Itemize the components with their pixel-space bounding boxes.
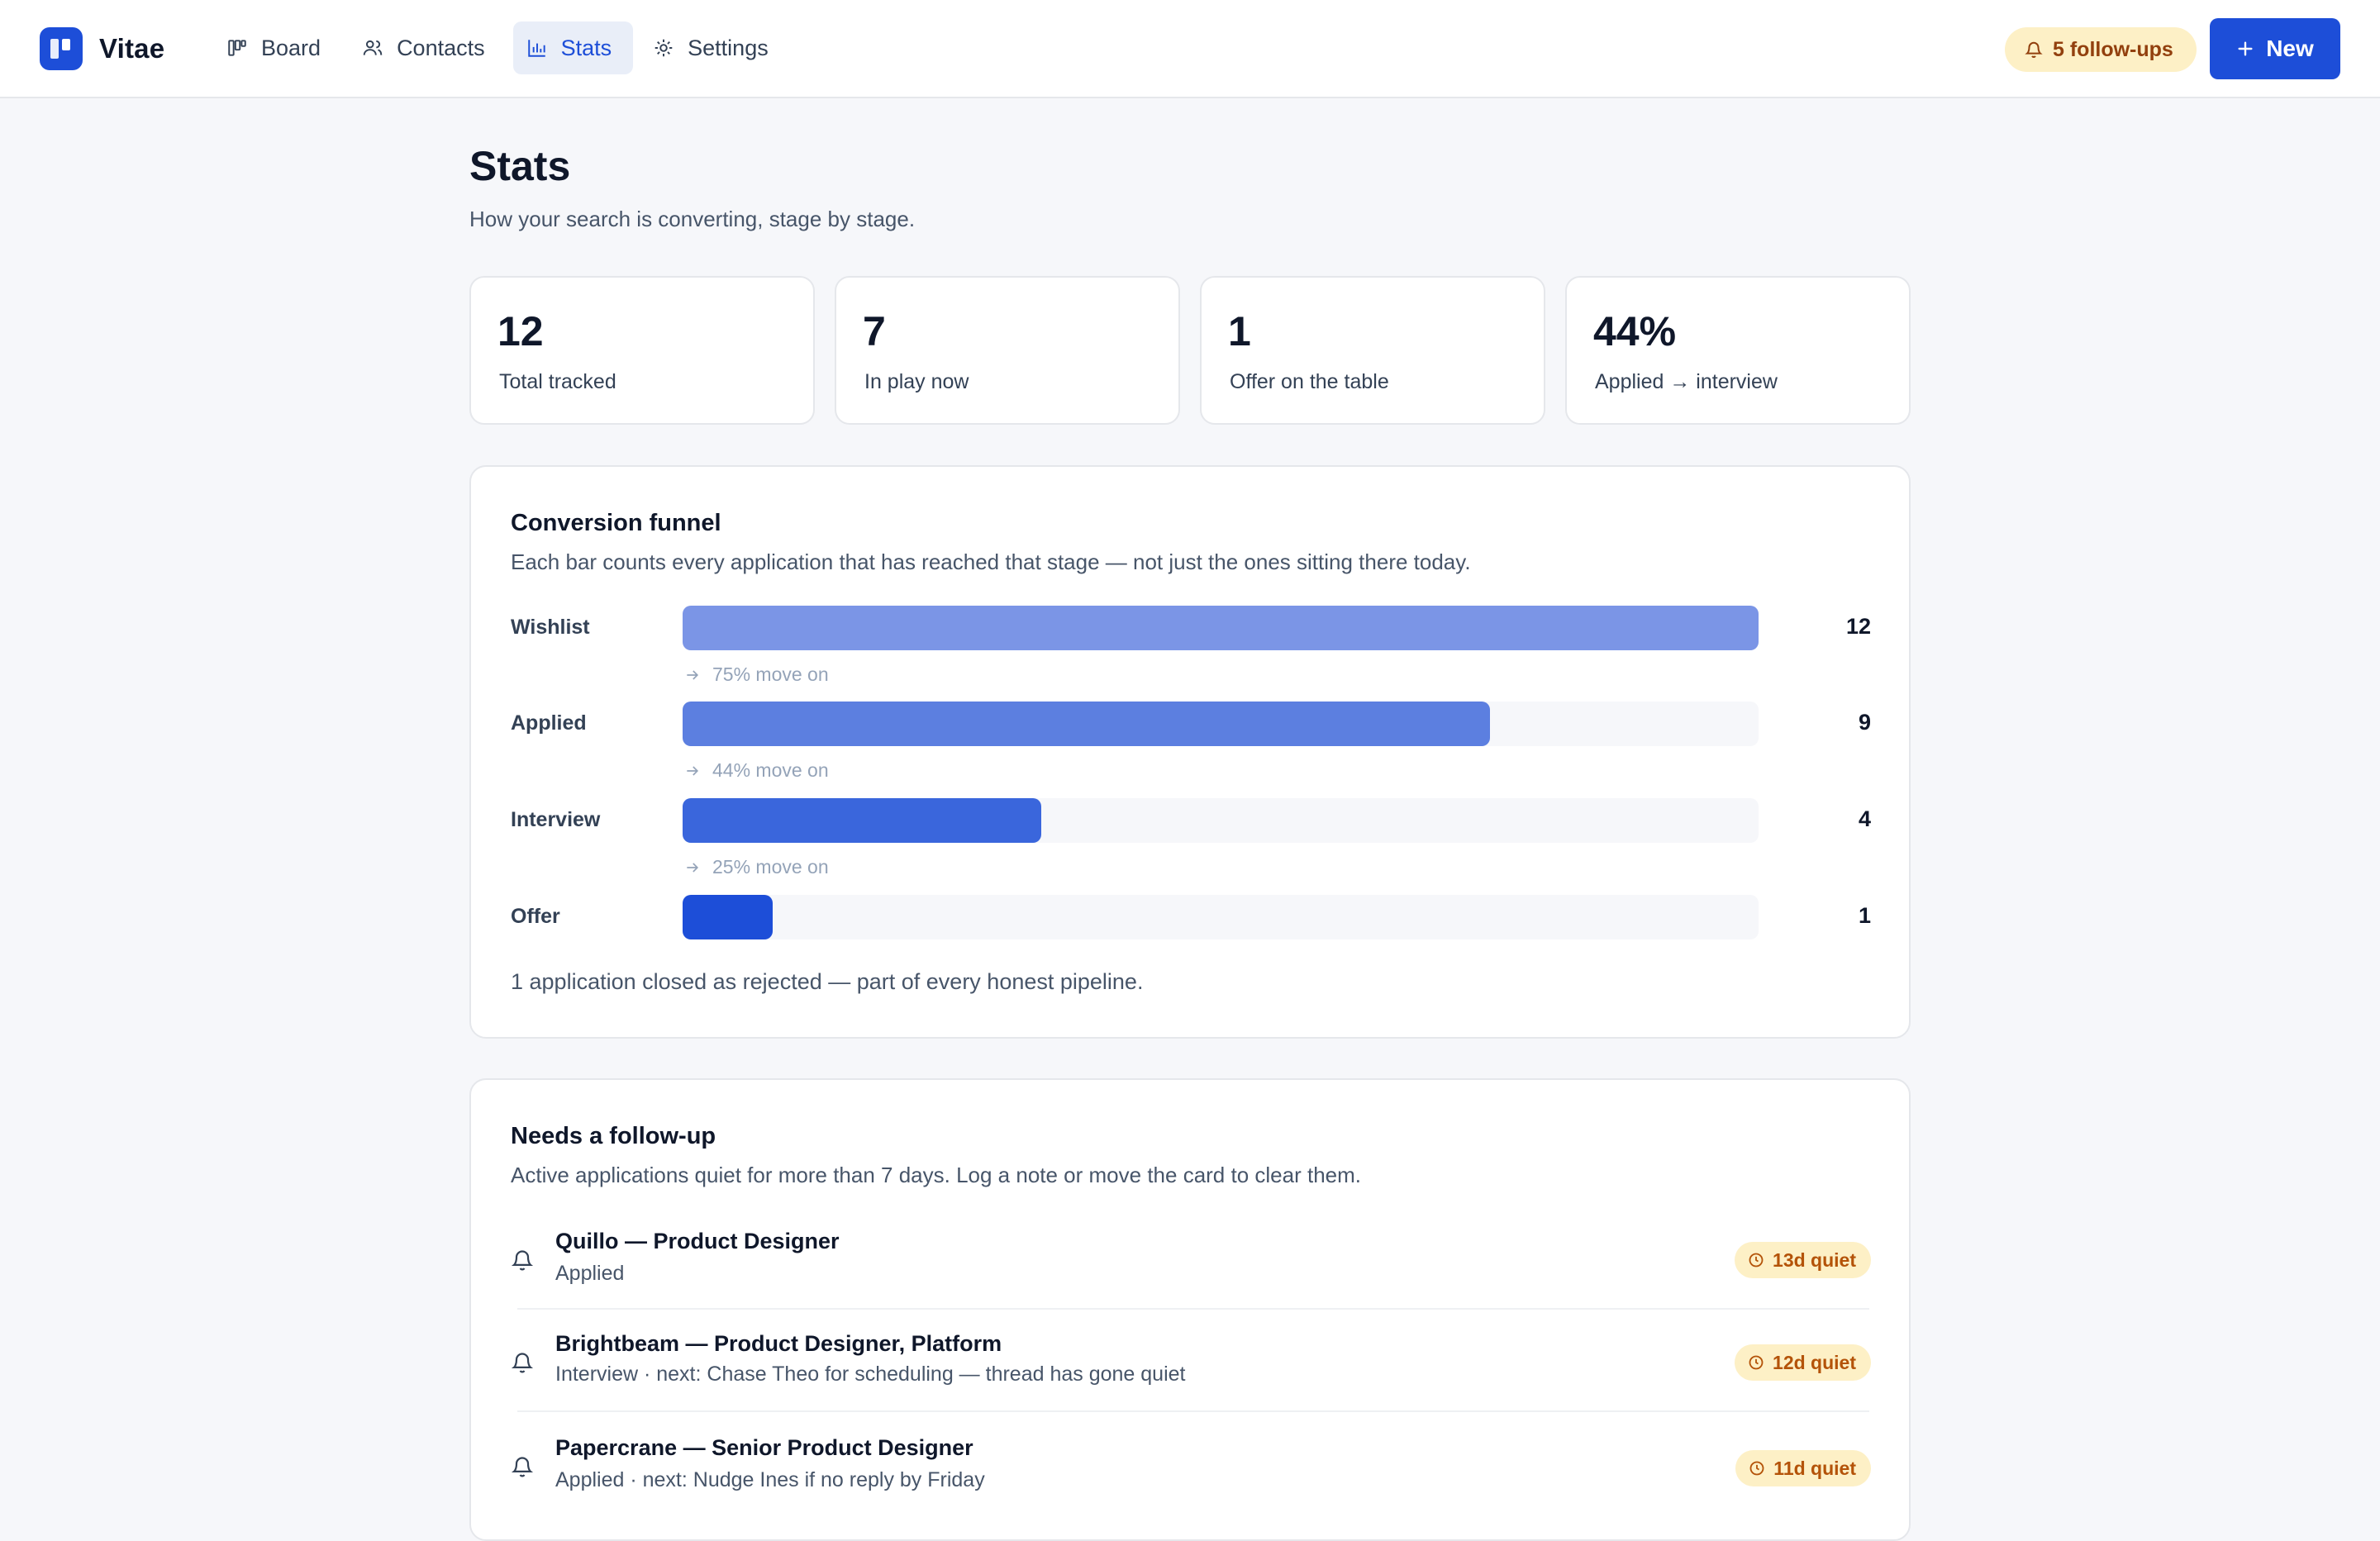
funnel-stage-count: 1 — [1858, 903, 1871, 928]
kpi-label: Applied → interview — [1595, 370, 1778, 393]
followup-item[interactable]: Brightbeam — Product Designer, Platform … — [511, 1329, 1871, 1396]
nav-stats-label: Stats — [560, 35, 612, 60]
funnel-track — [683, 606, 1759, 650]
clock-icon — [1749, 1461, 1764, 1476]
funnel-track — [683, 798, 1759, 843]
followup-item-sub: Applied · next: Nudge Ines if no reply b… — [555, 1468, 985, 1491]
gear-icon — [654, 39, 673, 57]
funnel-track — [683, 702, 1759, 746]
funnel-row-offer: Offer 1 — [511, 895, 1871, 939]
nav-board-label: Board — [261, 35, 321, 60]
contacts-icon — [363, 40, 383, 55]
kpi-label: Offer on the table — [1230, 370, 1389, 393]
followup-item-title: Brightbeam — Product Designer, Platform — [555, 1331, 1002, 1356]
top-bar: Vitae Board Contacts Stats Settings 5 fo… — [0, 0, 2380, 98]
kpi-card-conversion: 44% Applied → interview — [1565, 276, 1911, 425]
kpi-label: In play now — [864, 370, 969, 393]
brand[interactable]: Vitae — [40, 27, 164, 70]
funnel-row-interview: Interview 4 — [511, 798, 1871, 843]
funnel-bar — [683, 895, 773, 939]
quiet-badge-label: 13d quiet — [1773, 1248, 1856, 1271]
kpi-card-offers: 1 Offer on the table — [1200, 276, 1545, 425]
quiet-badge-label: 11d quiet — [1773, 1457, 1856, 1479]
moveon-label: 75% move on — [712, 663, 829, 685]
quiet-badge: 12d quiet — [1735, 1344, 1871, 1381]
kpi-card-total: 12 Total tracked — [469, 276, 815, 425]
funnel-stage-count: 12 — [1845, 614, 1871, 639]
funnel-stage-label: Applied — [511, 711, 587, 735]
chart-icon — [527, 40, 545, 57]
plus-icon — [2238, 41, 2253, 56]
nav-settings-label: Settings — [688, 35, 769, 60]
funnel-track — [683, 895, 1759, 939]
arrow-right-icon — [687, 669, 699, 680]
clock-icon — [1749, 1355, 1764, 1370]
clock-icon — [1749, 1253, 1764, 1268]
funnel-bar — [683, 702, 1490, 746]
kpi-value: 7 — [863, 308, 886, 354]
followup-subtitle: Active applications quiet for more than … — [511, 1163, 1362, 1187]
funnel-stage-label: Interview — [511, 808, 601, 831]
moveon-rate: 75% move on — [684, 663, 829, 686]
followup-item-title: Papercrane — Senior Product Designer — [555, 1435, 973, 1460]
funnel-footnote: 1 application closed as rejected — part … — [511, 969, 1144, 994]
funnel-row-applied: Applied 9 — [511, 702, 1871, 746]
arrow-right-icon — [687, 862, 699, 873]
divider — [517, 1308, 1869, 1310]
funnel-row-wishlist: Wishlist 12 — [511, 606, 1871, 650]
divider — [517, 1410, 1869, 1412]
kpi-value: 12 — [497, 308, 544, 354]
nav-board[interactable]: Board — [213, 21, 342, 74]
moveon-label: 44% move on — [712, 759, 829, 781]
quiet-badge: 13d quiet — [1735, 1242, 1871, 1278]
kpi-label: Total tracked — [499, 370, 616, 393]
funnel-bar — [683, 606, 1759, 650]
followup-item-sub: Interview · next: Chase Theo for schedul… — [555, 1363, 1186, 1386]
page-subtitle: How your search is converting, stage by … — [469, 207, 916, 231]
new-label: New — [2266, 36, 2314, 61]
followups-label: 5 follow-ups — [2053, 37, 2173, 61]
funnel-stage-label: Offer — [511, 905, 560, 928]
board-icon — [228, 40, 246, 56]
kpi-value: 1 — [1228, 308, 1251, 354]
app-name: Vitae — [99, 33, 165, 64]
followup-item-title: Quillo — Product Designer — [555, 1229, 840, 1253]
bell-icon — [511, 1457, 534, 1477]
main-nav: Board Contacts Stats Settings — [213, 21, 790, 74]
follow-up-card: Needs a follow-up Active applications qu… — [469, 1078, 1911, 1541]
funnel-bar — [683, 798, 1041, 843]
funnel-subtitle: Each bar counts every application that h… — [511, 549, 1471, 574]
followup-title: Needs a follow-up — [511, 1123, 716, 1149]
followup-item[interactable]: Papercrane — Senior Product Designer App… — [511, 1434, 1871, 1500]
nav-contacts[interactable]: Contacts — [349, 21, 507, 74]
nav-settings[interactable]: Settings — [640, 21, 790, 74]
followups-button[interactable]: 5 follow-ups — [2005, 27, 2197, 72]
followup-item[interactable]: Quillo — Product Designer Applied 13d qu… — [511, 1227, 1871, 1293]
funnel-stage-count: 9 — [1858, 710, 1871, 735]
nav-stats[interactable]: Stats — [512, 21, 634, 74]
arrow-right-icon — [687, 765, 699, 776]
new-button[interactable]: New — [2210, 18, 2340, 79]
funnel-stage-label: Wishlist — [511, 616, 590, 639]
page-title: Stats — [469, 143, 571, 189]
moveon-rate: 44% move on — [684, 759, 829, 782]
quiet-badge: 11d quiet — [1735, 1450, 1871, 1486]
moveon-label: 25% move on — [712, 856, 829, 878]
bell-icon — [2025, 41, 2043, 58]
bell-icon — [511, 1250, 534, 1271]
nav-contacts-label: Contacts — [397, 35, 485, 60]
bell-icon — [511, 1353, 534, 1373]
followup-item-sub: Applied — [555, 1262, 625, 1285]
vitae-logo-icon — [40, 27, 83, 70]
funnel-title: Conversion funnel — [511, 510, 721, 536]
conversion-funnel-card: Conversion funnel Each bar counts every … — [469, 465, 1911, 1039]
kpi-value: 44% — [1593, 308, 1677, 354]
funnel-stage-count: 4 — [1858, 806, 1871, 831]
kpi-card-in-play: 7 In play now — [835, 276, 1180, 425]
quiet-badge-label: 12d quiet — [1773, 1351, 1856, 1373]
moveon-rate: 25% move on — [684, 856, 829, 878]
